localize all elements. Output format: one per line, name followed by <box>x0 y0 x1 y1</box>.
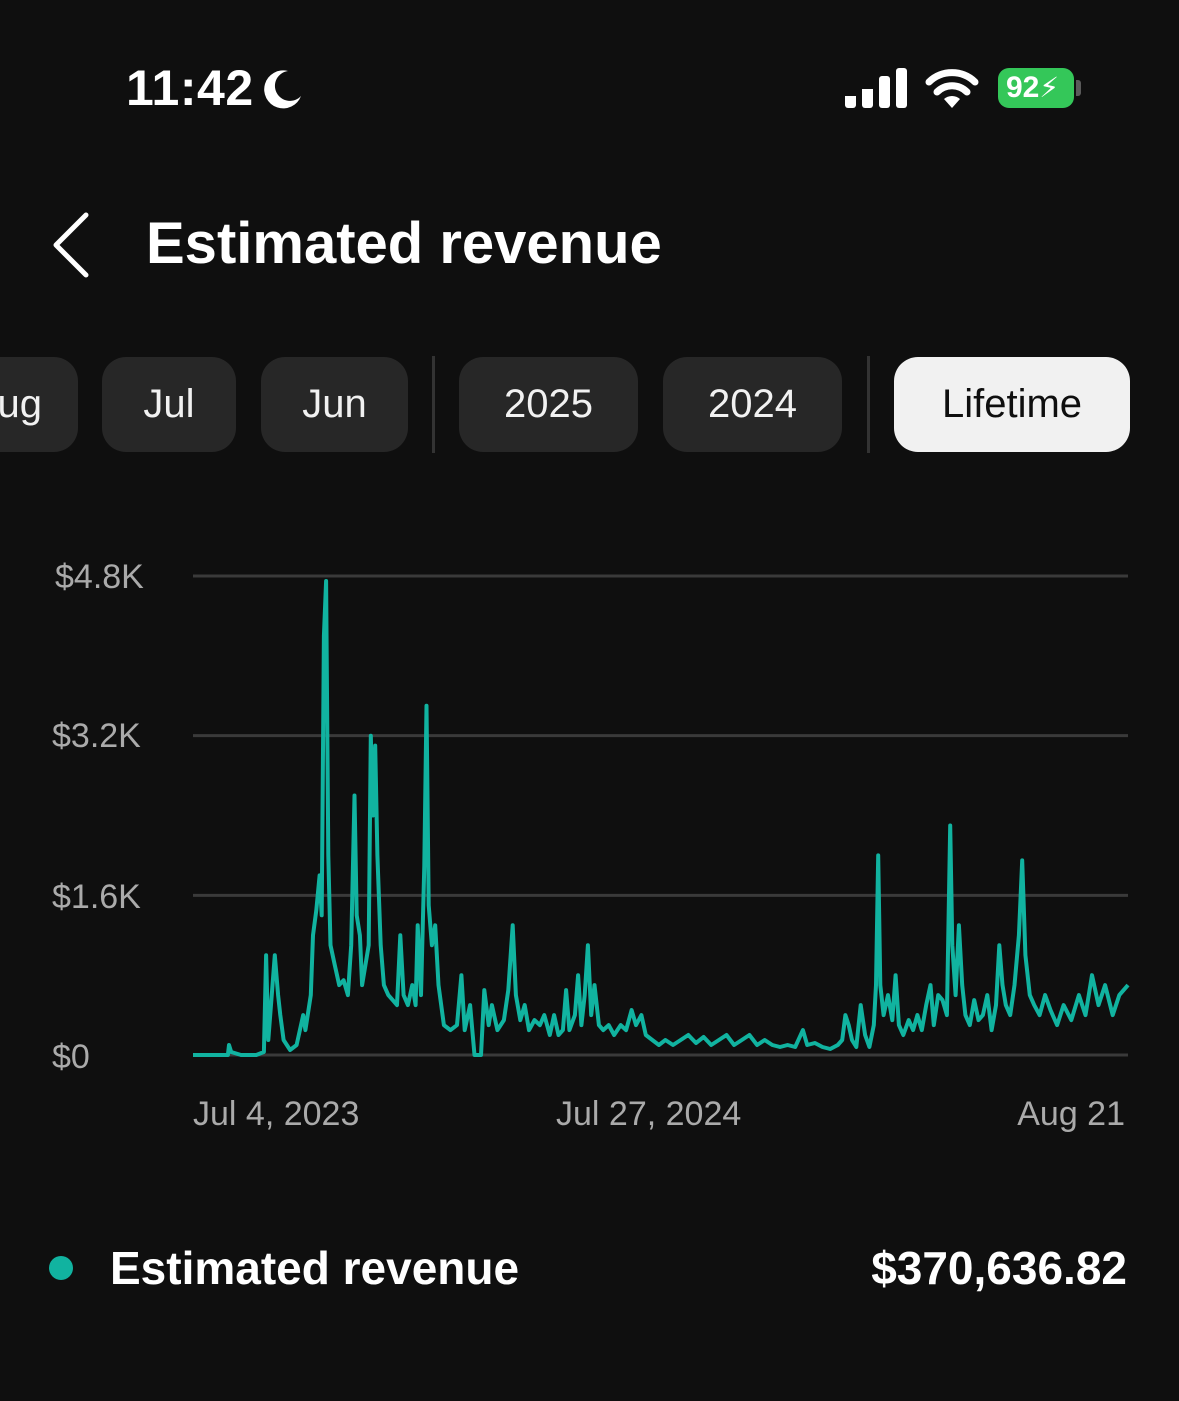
chip-2024[interactable]: 2024 <box>663 357 842 452</box>
chip-2025[interactable]: 2025 <box>459 357 638 452</box>
chip-label: Lifetime <box>941 382 1083 426</box>
status-time: 11:42 <box>126 60 254 116</box>
chip-aug[interactable]: ug <box>0 357 78 452</box>
battery-nub <box>1076 80 1081 96</box>
y-tick-label: $4.8K <box>55 558 144 596</box>
chip-jul[interactable]: Jul <box>102 357 236 452</box>
y-tick-label: $3.2K <box>52 717 141 755</box>
chip-jun[interactable]: Jun <box>261 357 408 452</box>
chip-divider <box>432 356 435 453</box>
y-tick-label: $0 <box>52 1038 90 1076</box>
y-tick-label: $1.6K <box>52 878 141 916</box>
chip-label: 2024 <box>708 382 797 426</box>
battery-charging-icon: 92⚡ <box>998 68 1074 108</box>
chip-label: Jul <box>143 382 195 426</box>
revenue-line-chart[interactable] <box>0 540 1179 1160</box>
chip-label: 2025 <box>504 382 593 426</box>
legend-label: Estimated revenue <box>110 1242 520 1294</box>
total-revenue-value: $370,636.82 <box>871 1242 1127 1294</box>
chip-label: ug <box>0 382 42 426</box>
x-tick-label: Jul 27, 2024 <box>556 1095 742 1133</box>
moon-icon <box>264 70 301 109</box>
battery-level: 92 <box>1006 71 1040 104</box>
chip-lifetime[interactable]: Lifetime <box>894 357 1130 452</box>
page-title: Estimated revenue <box>146 211 662 276</box>
cellular-signal-icon <box>845 68 907 108</box>
chip-label: Jun <box>302 382 367 426</box>
x-tick-label: Aug 21 <box>1017 1095 1125 1133</box>
legend-dot <box>49 1256 73 1280</box>
chip-divider <box>867 356 870 453</box>
wifi-icon <box>925 69 979 108</box>
chevron-left-icon[interactable] <box>48 210 98 280</box>
series-line-estimated-revenue <box>193 579 1130 1057</box>
x-tick-label: Jul 4, 2023 <box>193 1095 360 1133</box>
